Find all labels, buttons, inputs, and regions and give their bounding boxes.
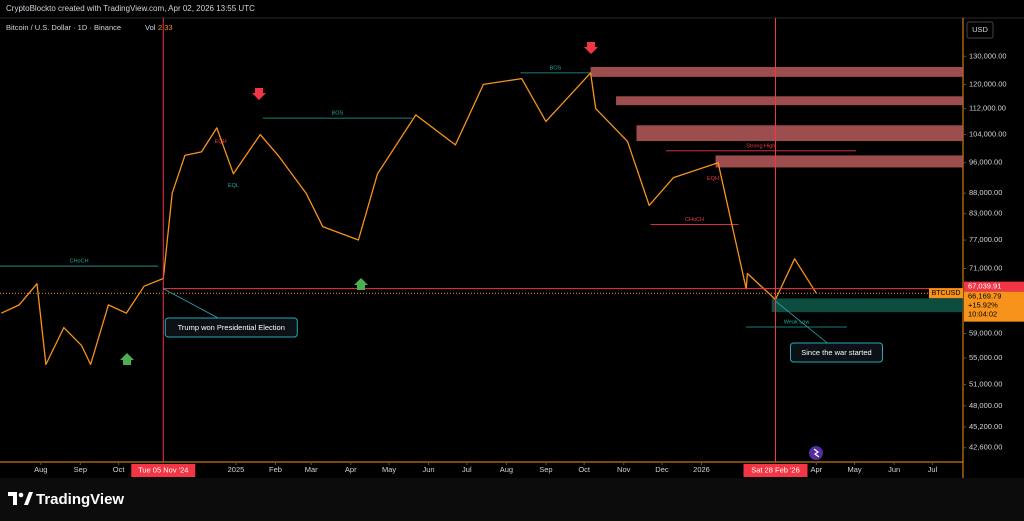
arrows	[120, 42, 598, 365]
plot-area: CHoCH BOS BOS CHoCH Strong High Weak Low EQH EQ…	[0, 18, 963, 462]
annotation: EQL	[228, 183, 239, 189]
y-tick-label: 71,000.00	[969, 263, 1002, 272]
zone	[715, 155, 963, 168]
y-tick-label: 112,000.00	[969, 104, 1006, 113]
x-tick-label: Jun	[888, 465, 900, 474]
note-box	[164, 317, 298, 338]
x-tick-label: Oct	[578, 465, 591, 474]
level-label: BOS	[550, 65, 562, 71]
annotation: EQH	[707, 176, 719, 182]
level-label: Weak Low	[784, 319, 810, 325]
note-pointer	[775, 300, 828, 344]
y-tick-label: 83,000.00	[969, 209, 1002, 218]
y-tick-label: 59,000.00	[969, 328, 1002, 337]
x-tick-label: Apr	[345, 465, 357, 474]
y-tick-label: 130,000.00	[969, 51, 1007, 60]
note-box	[790, 342, 884, 363]
icon[interactable]	[809, 446, 823, 460]
x-tick-label: Oct	[113, 465, 126, 474]
footer	[0, 478, 1024, 521]
event-tag-label: Tue 05 Nov '24	[138, 465, 188, 474]
up-arrow	[354, 278, 368, 290]
logo-mark	[8, 492, 17, 505]
vol-value: 2.33	[158, 23, 173, 32]
y-tick-label: 77,000.00	[969, 235, 1002, 244]
event-tag	[743, 464, 808, 477]
price-tag-label: 66,169.79	[968, 292, 1001, 301]
currency-box[interactable]	[966, 21, 994, 39]
y-tick-label: 55,000.00	[969, 353, 1002, 362]
x-tick-label: Jun	[423, 465, 435, 474]
x-tick-label: Jul	[462, 465, 472, 474]
down-arrow	[584, 42, 598, 54]
symbol: Bitcoin / U.S. Dollar · 1D · Binance	[6, 23, 121, 32]
x-tick-label: May	[382, 465, 396, 474]
level-label: CHoCH	[70, 258, 89, 264]
x-tick-label: Sep	[74, 465, 87, 474]
x-tick-label: Jul	[928, 465, 938, 474]
x-tick-label: 2025	[228, 465, 245, 474]
price-line	[1, 72, 817, 366]
zone	[636, 125, 963, 142]
x-tick-label: Apr	[810, 465, 822, 474]
y-tick-label: 120,000.00	[969, 79, 1007, 88]
change-label: +15.92%	[968, 301, 998, 310]
x-tick-label: Nov	[617, 465, 631, 474]
x-tick-label: Dec	[655, 465, 669, 474]
logo[interactable]: TradingView	[8, 491, 124, 508]
x-tick-label: Aug	[34, 465, 47, 474]
event-tag	[131, 464, 196, 477]
note-text: Trump won Presidential Election	[178, 323, 285, 332]
event-tag-label: Sat 28 Feb '26	[751, 465, 800, 474]
zone	[616, 96, 963, 106]
up-arrow	[120, 353, 134, 365]
y-tick-label: 104,000.00	[969, 130, 1007, 139]
level-label: BOS	[332, 111, 344, 117]
price-tag-label: 67,039.91	[968, 282, 1001, 291]
icon-bolt	[813, 448, 820, 458]
note-text: Since the war started	[801, 348, 871, 357]
vol-label: Vol	[145, 23, 156, 32]
logo-mark	[24, 492, 33, 505]
note-pointer	[163, 288, 219, 319]
symbol-tag-label: BTCUSD	[932, 290, 961, 297]
brand: TradingView	[36, 491, 124, 508]
y-tick-label: 88,000.00	[969, 188, 1002, 197]
symbol-tag	[929, 288, 963, 299]
price-tag	[964, 281, 1024, 292]
currency: USD	[972, 25, 988, 34]
countdown-label: 10:04:02	[968, 310, 997, 319]
x-tick-label: Sep	[539, 465, 552, 474]
zone	[590, 66, 963, 77]
x-tick-label: Mar	[305, 465, 318, 474]
down-arrow	[252, 88, 266, 100]
credit: CryptoBlockto created with TradingView.c…	[6, 4, 255, 13]
zone	[771, 298, 963, 313]
level-label: CHoCH	[685, 217, 704, 223]
y-tick-label: 45,200.00	[969, 422, 1002, 431]
y-tick-label: 51,000.00	[969, 380, 1002, 389]
logo-mark	[18, 492, 24, 498]
x-tick-label: Feb	[269, 465, 282, 474]
y-tick-label: 42,600.00	[969, 443, 1002, 452]
y-tick-label: 96,000.00	[969, 158, 1002, 167]
annotation: EQH	[215, 139, 227, 145]
x-tick-label: May	[847, 465, 861, 474]
level-label: Strong High	[746, 143, 775, 149]
y-tick-label: 48,000.00	[969, 401, 1002, 410]
price-tag	[964, 291, 1024, 322]
x-tick-label: 2026	[693, 465, 710, 474]
x-tick-label: Aug	[500, 465, 513, 474]
